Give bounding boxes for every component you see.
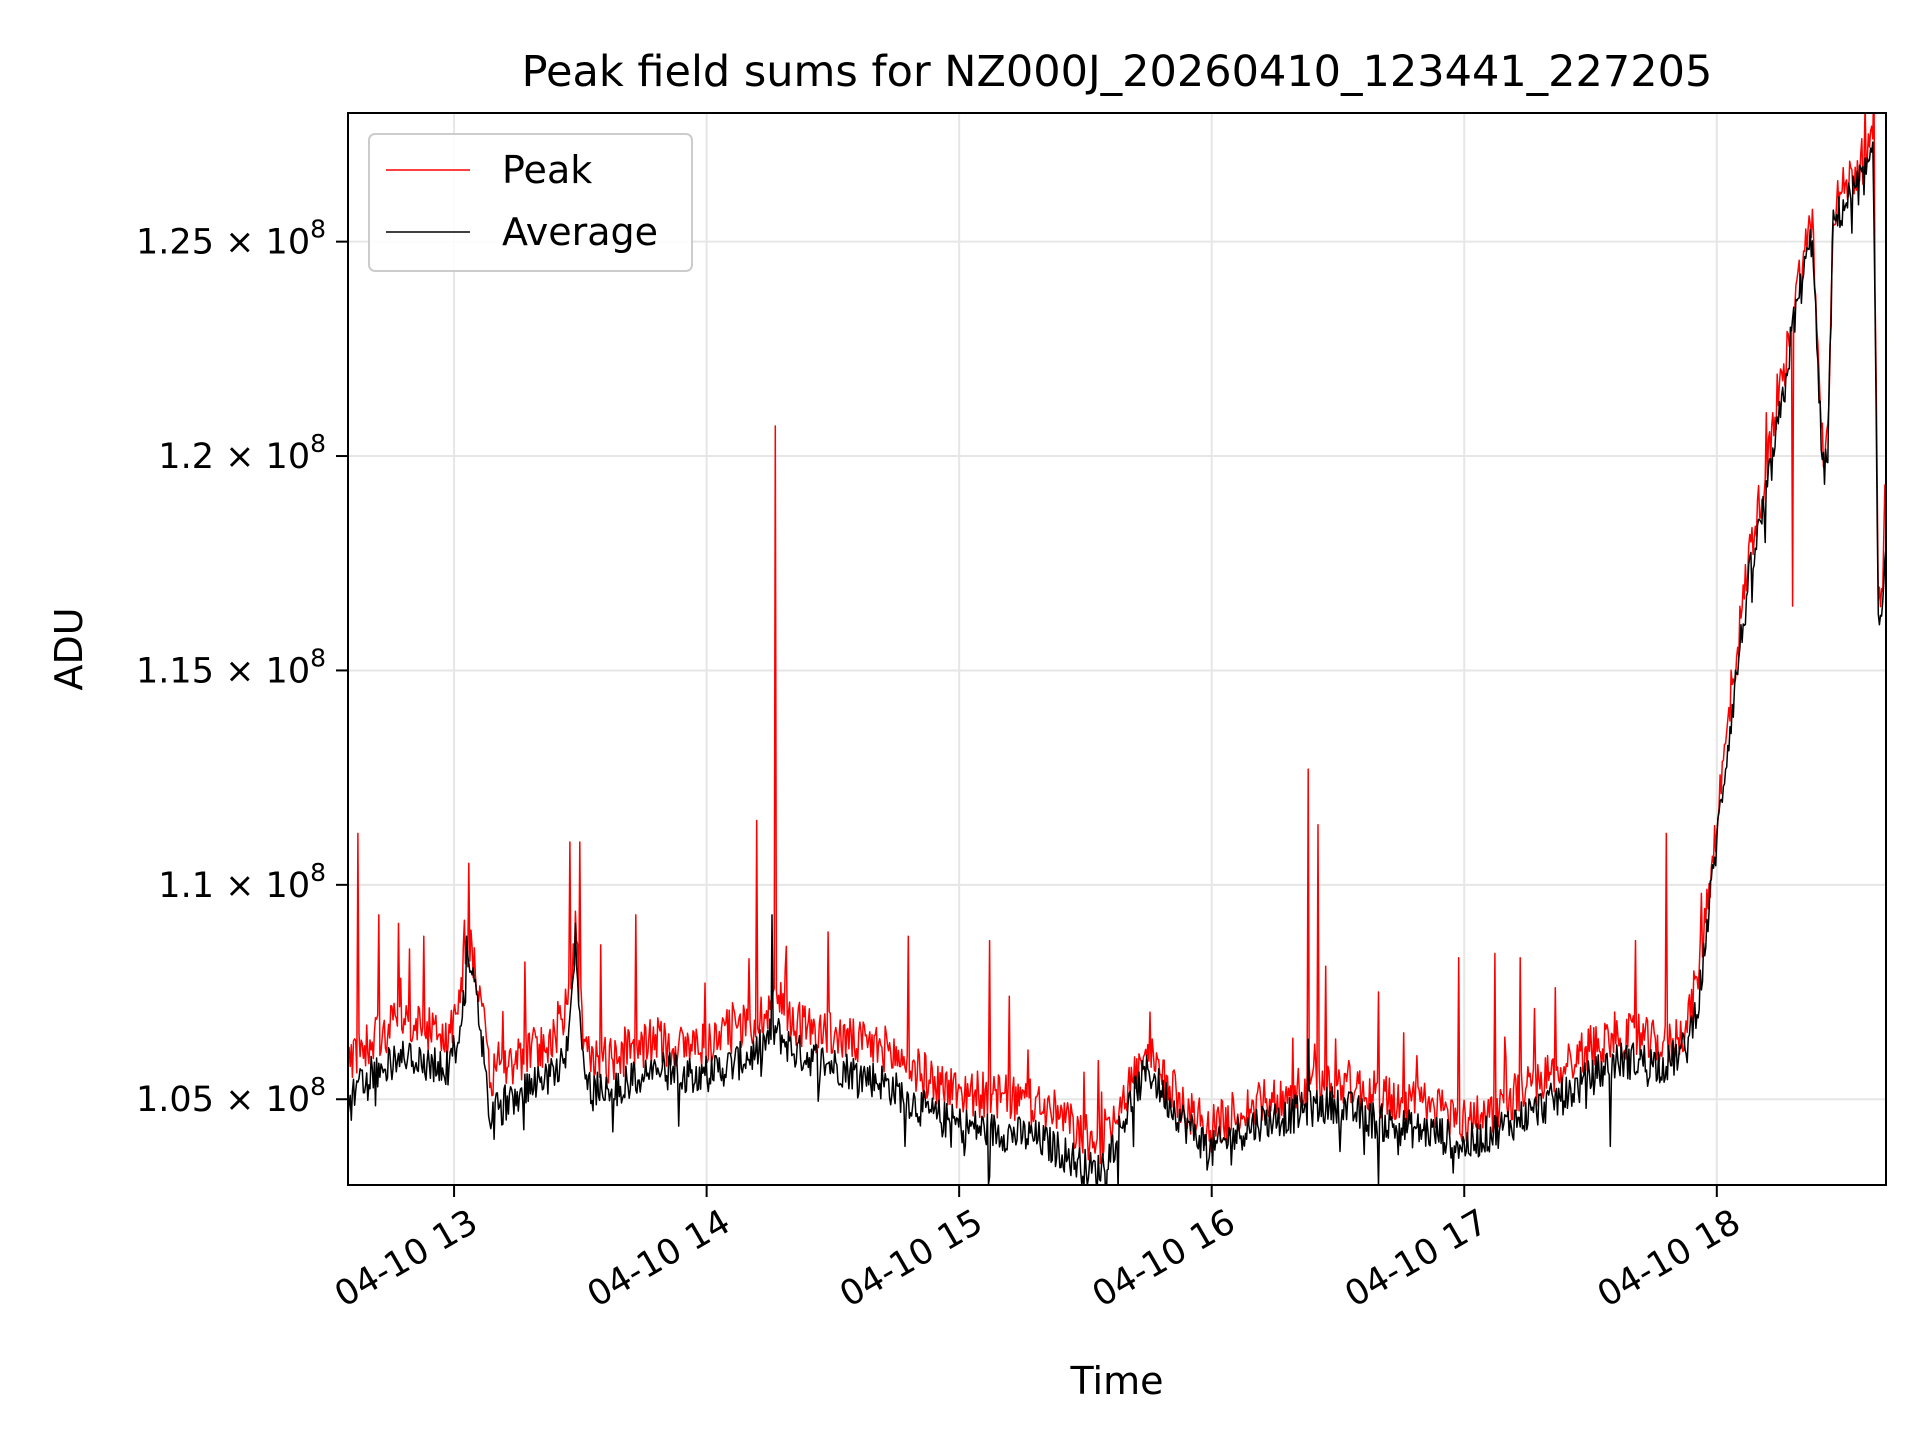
chart-title: Peak field sums for NZ000J_20260410_1234…	[522, 47, 1713, 97]
legend-label-average: Average	[502, 210, 658, 254]
y-tick-mantissa-0: 1.05 ×	[136, 1080, 266, 1120]
y-tick-base-0: 10	[266, 1080, 311, 1120]
y-tick-base-1: 10	[266, 866, 311, 906]
series-line-peak	[348, 113, 1886, 1165]
series-line-average	[348, 141, 1886, 1185]
y-axis-label: ADU	[47, 607, 91, 690]
y-tick-mantissa-2: 1.15 ×	[136, 651, 266, 691]
legend: Peak Average	[368, 133, 693, 272]
y-tick-base-3: 10	[266, 437, 311, 477]
y-tick-base-4: 10	[266, 223, 311, 263]
y-tick-exponent-3: 8	[310, 429, 326, 458]
y-tick-label-4: 1.25 × 108	[136, 215, 326, 263]
gridlines	[348, 113, 1886, 1185]
y-tick-exponent-4: 8	[310, 215, 326, 244]
legend-label-peak: Peak	[502, 148, 592, 192]
y-tick-mantissa-4: 1.25 ×	[136, 223, 266, 263]
y-tick-exponent-2: 8	[310, 643, 326, 672]
y-tick-base-2: 10	[266, 651, 311, 691]
legend-box	[368, 133, 693, 272]
y-tick-label-1: 1.1 × 108	[158, 858, 326, 906]
y-tick-mantissa-1: 1.1 ×	[158, 866, 265, 906]
y-tick-exponent-1: 8	[310, 858, 326, 887]
y-tick-label-2: 1.15 × 108	[136, 643, 326, 691]
y-tick-label-0: 1.05 × 108	[136, 1072, 326, 1120]
y-tick-exponent-0: 8	[310, 1072, 326, 1101]
x-axis-label: Time	[1070, 1359, 1164, 1403]
y-tick-label-3: 1.2 × 108	[158, 429, 326, 477]
plot-frame	[347, 112, 1887, 1186]
series-layer	[348, 113, 1886, 1185]
y-tick-mantissa-3: 1.2 ×	[158, 437, 265, 477]
